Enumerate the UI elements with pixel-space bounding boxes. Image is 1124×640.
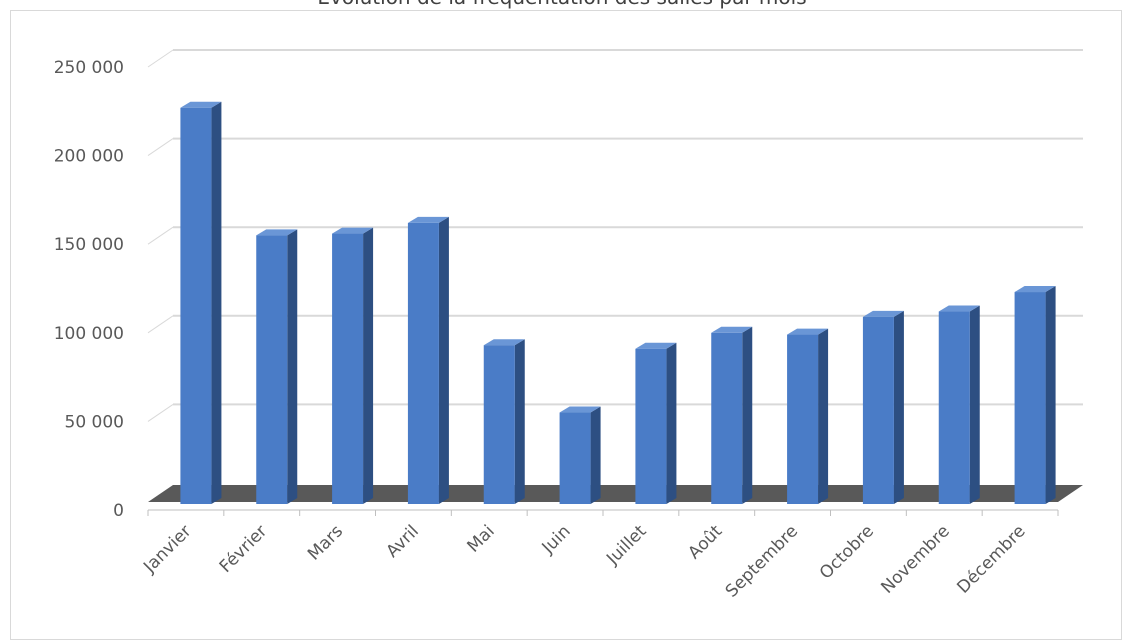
bar-side xyxy=(1045,286,1056,504)
bar xyxy=(407,216,449,504)
y-tick-label: 0 xyxy=(113,501,124,521)
x-tick-label: Décembre xyxy=(953,521,1029,597)
bar-front xyxy=(407,222,439,504)
bar xyxy=(332,227,374,504)
bar-top xyxy=(711,326,753,333)
gridline-depth xyxy=(147,315,174,334)
gridline-depth xyxy=(147,403,174,422)
y-tick-label: 50 000 xyxy=(65,412,124,432)
gridline-depth xyxy=(147,226,174,245)
bar-front xyxy=(711,332,743,504)
x-axis-ticks: Janvier Février Mars Avril Mai Juin Juillet Aoû… xyxy=(139,521,1029,602)
bar-side xyxy=(742,326,753,504)
bar xyxy=(938,305,980,504)
x-tick-label: Septembre xyxy=(722,521,802,601)
bar-side xyxy=(363,227,374,504)
bar-top xyxy=(1014,286,1056,293)
bar-top xyxy=(256,229,298,236)
bar-top xyxy=(635,342,677,349)
bar xyxy=(483,339,525,504)
x-tick-label: Février xyxy=(216,521,272,577)
y-tick-label: 250 000 xyxy=(54,58,124,78)
y-tick-label: 200 000 xyxy=(54,147,124,167)
bar-top xyxy=(787,328,829,335)
bar-front xyxy=(635,348,667,504)
bar-front xyxy=(256,235,288,504)
bar xyxy=(787,328,829,504)
y-axis-ticks: 0 50 000 100 000 150 000 200 000 250 000 xyxy=(54,58,124,521)
bar-top xyxy=(332,227,374,234)
x-tick-label: Avril xyxy=(383,521,423,561)
bar xyxy=(256,229,298,504)
bar-side xyxy=(514,339,525,504)
chart-floor xyxy=(148,485,1083,502)
bar-front xyxy=(862,316,894,504)
bar xyxy=(1014,286,1056,504)
y-tick-label: 100 000 xyxy=(54,324,124,344)
floor-layer xyxy=(148,485,1083,502)
x-tick-label: Août xyxy=(684,521,726,563)
bar-top xyxy=(407,216,449,223)
bar-side xyxy=(287,229,298,504)
x-tick-label: Juillet xyxy=(602,521,650,569)
bar-front xyxy=(180,107,212,505)
x-axis xyxy=(147,509,1059,516)
bar-front xyxy=(332,233,364,504)
bar-side xyxy=(666,342,677,504)
bar-top xyxy=(559,406,601,413)
gridline-depth xyxy=(147,138,174,157)
x-tick-label: Janvier xyxy=(139,521,195,577)
bar-side xyxy=(438,216,449,504)
bar-side xyxy=(211,101,222,505)
grid-layer xyxy=(147,49,1083,422)
x-tick-label: Mai xyxy=(464,521,499,556)
bar-front xyxy=(1014,292,1046,504)
bar xyxy=(862,310,904,504)
bar-side xyxy=(893,310,904,504)
x-tick-label: Novembre xyxy=(877,521,953,597)
bars-layer xyxy=(180,101,1056,505)
x-tick-label: Juin xyxy=(538,521,575,558)
bar-top xyxy=(938,305,980,312)
y-tick-label: 150 000 xyxy=(54,235,124,255)
bar xyxy=(559,406,601,504)
bar-top xyxy=(180,101,222,108)
bar-top xyxy=(862,310,904,317)
bar-front xyxy=(483,345,515,504)
bar xyxy=(180,101,222,505)
x-tick-label: Mars xyxy=(304,521,347,564)
x-tick-label: Octobre xyxy=(816,521,878,583)
bar xyxy=(711,326,753,504)
bar-side xyxy=(590,406,601,504)
bar-top xyxy=(483,339,525,346)
bar-front xyxy=(938,311,970,504)
bar-front xyxy=(559,412,591,504)
bar-front xyxy=(787,334,819,504)
gridline-depth xyxy=(147,49,174,68)
chart-title: Évolution de la fréquentation des salles… xyxy=(0,0,1124,9)
bar-side xyxy=(969,305,980,504)
bar xyxy=(635,342,677,504)
bar-side xyxy=(818,328,829,504)
